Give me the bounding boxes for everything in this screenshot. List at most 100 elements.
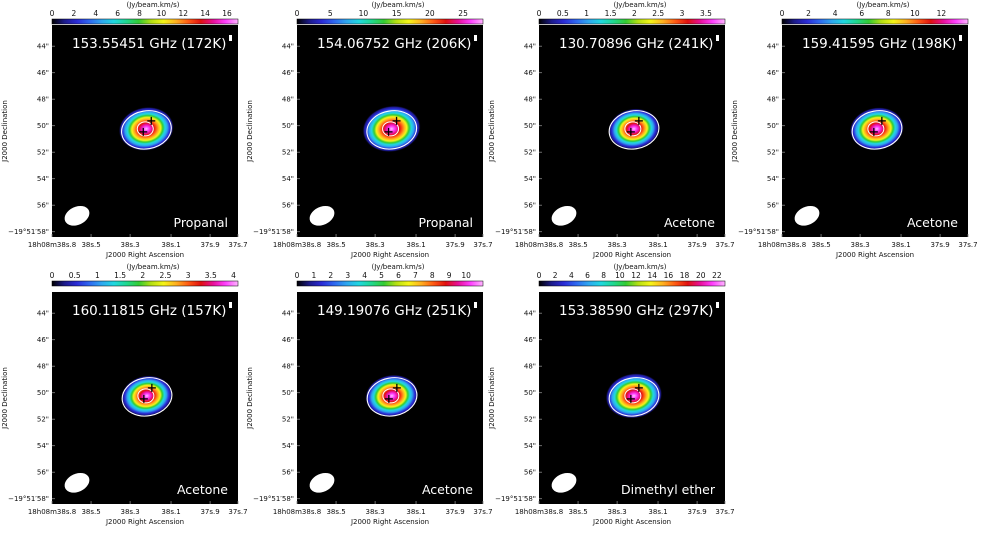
molecule-label: Acetone [422, 482, 473, 497]
y-tick-label: 46" [282, 69, 294, 77]
colorbar [296, 18, 484, 25]
source-marker [147, 116, 156, 125]
colorbar [51, 280, 239, 287]
beam-ellipse [551, 205, 577, 226]
y-tick-label: 56" [37, 202, 49, 210]
y-tick-label: 50" [524, 122, 536, 130]
colorbar-tick: 8 [886, 9, 891, 18]
y-axis-title: J2000 Declination [731, 100, 739, 163]
colorbar-tick: 0 [50, 9, 55, 18]
y-tick-label: 52" [37, 416, 49, 424]
y-tick-label: 56" [767, 202, 779, 210]
x-axis-title: J2000 Right Ascension [350, 251, 429, 259]
source-marker [139, 394, 148, 403]
colorbar-tick: 12 [631, 271, 641, 280]
colorbar-tick: 20 [425, 9, 435, 18]
y-tick-label: −19°51′58" [253, 495, 294, 503]
y-tick-label: 54" [524, 442, 536, 450]
y-axis-title: J2000 Declination [488, 367, 496, 430]
x-tick-label: 38s.1 [161, 241, 180, 249]
colorbar-tick: 2.5 [652, 9, 664, 18]
chart-panel-7: (Jy/beam.km/s) 0 2 4 6 8 10 12 14 16 18 20 22 153.385… [488, 263, 735, 526]
y-tick-label: 46" [767, 69, 779, 77]
colorbar-tick: 8 [430, 271, 435, 280]
x-tick-label: 38s.1 [648, 241, 667, 249]
frequency-label: 159.41595 GHz (198K) [802, 36, 956, 52]
contour-inner [382, 388, 400, 404]
y-tick-label: 46" [282, 336, 294, 344]
emission-blob [121, 375, 173, 417]
y-tick-label: 44" [37, 43, 49, 51]
y-tick-label: 52" [282, 416, 294, 424]
colorbar-tick: 16 [222, 9, 232, 18]
colorbar-tick: 1 [312, 271, 317, 280]
colorbar-tick: 5 [379, 271, 384, 280]
x-tick-label: 38s.1 [406, 508, 425, 516]
y-axis-title: J2000 Declination [1, 367, 9, 430]
colorbar [296, 280, 484, 287]
x-tick-label: 18h08m38s.8 [758, 241, 806, 249]
colorbar-tick: 3.5 [700, 9, 712, 18]
beam-ellipse [551, 472, 577, 493]
colorbar-tick: 0.5 [557, 9, 569, 18]
y-tick-label: 50" [37, 122, 49, 130]
x-tick-label: 18h08m38s.8 [28, 241, 76, 249]
x-tick-label: 37s.9 [445, 241, 464, 249]
colorbar-tick: 3 [680, 9, 685, 18]
x-tick-label: 38s.5 [326, 508, 345, 516]
y-tick-label: 48" [767, 96, 779, 104]
x-tick-label: 37s.7 [228, 241, 247, 249]
molecule-label: Propanal [419, 215, 473, 230]
contour-inner [867, 121, 885, 137]
contour-inner [136, 121, 154, 137]
y-tick-label: 56" [524, 202, 536, 210]
x-tick-label: 37s.7 [715, 508, 734, 516]
contour-inner [624, 388, 642, 404]
colorbar-tick: 2 [328, 271, 333, 280]
colorbar-tick: 9 [447, 271, 452, 280]
y-axis-title: J2000 Declination [488, 100, 496, 163]
y-axis-title: J2000 Declination [246, 100, 254, 163]
colorbar-tick: 4 [569, 271, 574, 280]
colorbar [538, 18, 726, 25]
x-tick-label: 37s.7 [473, 241, 492, 249]
x-tick-label: 37s.9 [687, 241, 706, 249]
x-tick-label: 38s.3 [608, 241, 627, 249]
source-marker [877, 116, 886, 125]
emission-blob [118, 106, 174, 151]
contour-inner [137, 388, 155, 404]
colorbar-label: (Jy/beam.km/s) [857, 1, 910, 9]
x-tick-label: 38s.3 [366, 241, 385, 249]
panel-marker [474, 35, 477, 41]
y-tick-label: 46" [524, 336, 536, 344]
colorbar-tick: 10 [359, 9, 369, 18]
y-tick-label: −19°51′58" [738, 228, 779, 236]
colorbar-tick: 0 [780, 9, 785, 18]
contour-outer [608, 377, 660, 417]
y-tick-label: 46" [37, 336, 49, 344]
colorbar-tick: 0.5 [69, 271, 81, 280]
colorbar-tick: 3 [186, 271, 191, 280]
x-tick-label: 38s.1 [648, 508, 667, 516]
y-tick-label: 48" [282, 363, 294, 371]
colorbar-tick: 14 [200, 9, 210, 18]
y-tick-label: 54" [282, 442, 294, 450]
colorbar [538, 280, 726, 287]
y-tick-label: 56" [282, 202, 294, 210]
x-tick-label: 37s.7 [473, 508, 492, 516]
y-tick-label: −19°51′58" [8, 495, 49, 503]
chart-panel-6: (Jy/beam.km/s) 0 1 2 3 4 5 6 7 8 9 10 149.19076 GHz … [246, 263, 493, 526]
x-tick-label: 18h08m38s.8 [273, 241, 321, 249]
y-tick-label: 52" [282, 149, 294, 157]
y-tick-label: 44" [767, 43, 779, 51]
x-tick-label: 38s.5 [81, 241, 100, 249]
panel-marker [229, 35, 232, 41]
source-marker [384, 394, 393, 403]
x-tick-label: 37s.9 [445, 508, 464, 516]
y-axis-title: J2000 Declination [246, 367, 254, 430]
y-tick-label: −19°51′58" [495, 495, 536, 503]
colorbar-tick: 10 [910, 9, 920, 18]
y-tick-label: 56" [524, 469, 536, 477]
x-tick-label: 18h08m38s.8 [515, 241, 563, 249]
colorbar-label: (Jy/beam.km/s) [127, 263, 180, 271]
